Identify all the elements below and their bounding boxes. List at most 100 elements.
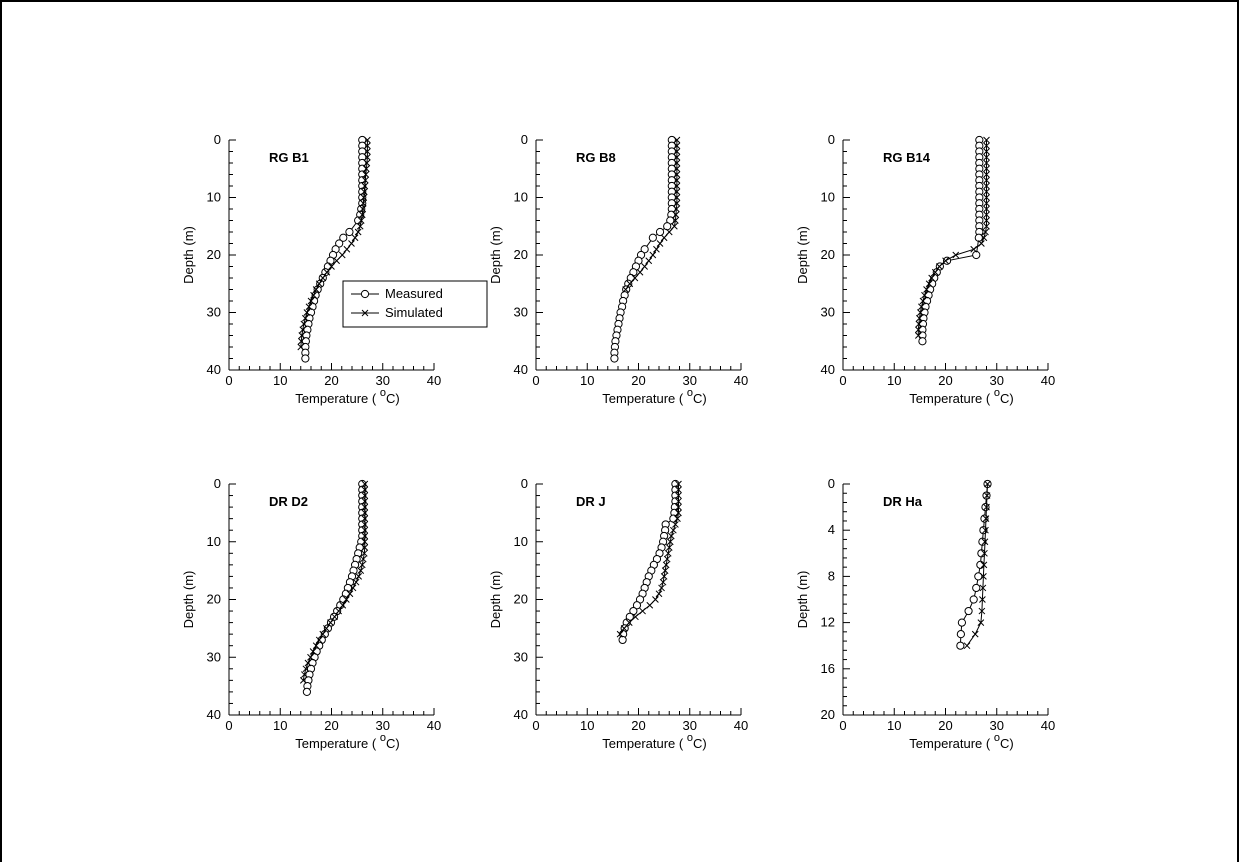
simulated-point [983, 176, 990, 184]
chart-panel-6: 0 4 8 12 16 20 0 10 20 30 40 Temperature ( oC) Depth… [795, 476, 1055, 751]
y-axis-label: Depth (m) [488, 571, 503, 629]
measured-point [956, 641, 965, 650]
legend-simulated-label: Simulated [385, 305, 443, 320]
measured-point [648, 233, 657, 242]
measured-point [974, 572, 983, 581]
legend-measured-label: Measured [385, 286, 443, 301]
simulated-point [970, 245, 978, 253]
simulated-point [673, 199, 681, 207]
simulated-point [327, 619, 334, 626]
measured-point [301, 354, 310, 363]
simulated-point [669, 526, 677, 534]
simulated-point [361, 515, 369, 523]
x-tick-label: 40 [427, 373, 441, 388]
simulated-point [649, 251, 657, 259]
simulated-point [673, 182, 681, 190]
simulated-point [672, 217, 679, 224]
simulated-point [942, 257, 949, 265]
simulated-point [359, 555, 367, 563]
y-axis-label: Depth (m) [795, 226, 810, 284]
simulated-point [346, 590, 354, 598]
simulated-point [963, 642, 971, 650]
simulated-point [983, 165, 990, 173]
simulated-point [978, 607, 986, 615]
measured-point [976, 560, 985, 569]
simulated-point [983, 217, 990, 224]
simulated-point [675, 480, 682, 488]
simulated-point [355, 573, 363, 580]
simulated-point [659, 578, 667, 586]
simulated-point [675, 509, 682, 517]
x-axis-label: Temperature ( oC) [602, 387, 706, 406]
measured-point [302, 687, 311, 697]
simulated-point [983, 171, 990, 178]
y-tick-label: 0 [828, 132, 835, 147]
simulated-point [672, 521, 679, 528]
simulated-point [333, 257, 340, 265]
simulated-point [673, 188, 681, 196]
simulated-point [673, 205, 680, 213]
simulated-point [300, 320, 308, 328]
simulated-point [673, 148, 681, 155]
simulated-point [983, 142, 990, 150]
chart-title: DR J [576, 494, 606, 509]
simulated-point [675, 497, 682, 505]
simulated-point [917, 309, 924, 316]
y-tick-label: 20 [207, 592, 221, 607]
simulated-point [299, 326, 307, 334]
x-tick-label: 10 [273, 373, 287, 388]
simulated-point [348, 240, 355, 247]
legend: Measured Simulated [342, 280, 488, 328]
measured-point [964, 606, 973, 616]
simulated-point [297, 343, 305, 351]
simulated-point [916, 314, 923, 322]
x-tick-label: 20 [324, 373, 338, 388]
simulated-point [664, 549, 672, 557]
simulated-point [632, 613, 639, 621]
simulated-point [983, 182, 990, 190]
simulated-point [655, 590, 663, 598]
simulated-point [665, 544, 673, 551]
simulated-point [315, 280, 323, 288]
simulated-point [310, 291, 317, 299]
simulated-point [361, 532, 369, 540]
simulated-point [662, 561, 670, 569]
measured-point [918, 337, 927, 346]
simulated-point [673, 159, 681, 167]
simulated-point [631, 274, 639, 282]
simulated-point [646, 601, 654, 609]
simulated-point [361, 544, 369, 551]
simulated-point [319, 274, 327, 282]
simulated-point [307, 297, 315, 305]
simulated-point [983, 136, 990, 144]
simulated-point [298, 332, 306, 339]
simulated-point [673, 142, 681, 150]
chart-panel-3: 0 10 20 30 40 0 10 20 30 40 Temperature ( oC) Depth… [795, 132, 1055, 406]
simulated-point [656, 240, 664, 247]
simulated-point [983, 205, 990, 213]
chart-panel-4: 0 10 20 30 40 0 10 20 30 40 Temperature ( oC) Depth… [181, 476, 441, 751]
y-tick-label: 0 [828, 476, 835, 491]
simulated-point [323, 625, 330, 632]
x-tick-label: 20 [631, 373, 645, 388]
measured-point [956, 630, 965, 639]
x-tick-label: 40 [734, 718, 748, 733]
y-tick-label: 16 [821, 661, 835, 676]
x-tick-label: 0 [839, 373, 846, 388]
simulated-point [351, 234, 359, 242]
simulated-point [663, 555, 671, 563]
simulated-point [641, 263, 649, 270]
simulated-point [361, 480, 369, 488]
x-tick-label: 30 [990, 373, 1004, 388]
x-tick-label: 20 [938, 718, 952, 733]
simulated-point [914, 332, 922, 339]
legend-simulated-marker [361, 309, 369, 317]
measured-point [957, 618, 967, 627]
simulated-point [297, 337, 305, 345]
simulated-point [359, 205, 367, 213]
simulated-point [673, 194, 681, 201]
measured-point [339, 233, 348, 242]
x-tick-label: 40 [427, 718, 441, 733]
simulated-point [356, 222, 364, 230]
